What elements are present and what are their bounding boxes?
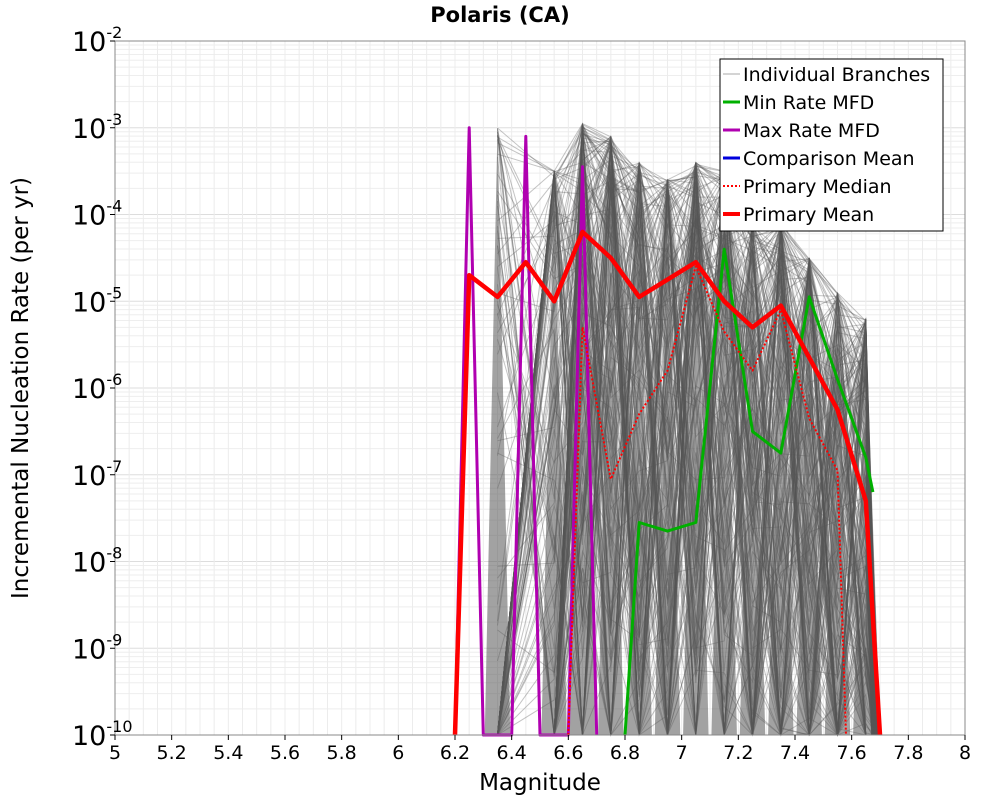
branch-curve (497, 123, 879, 736)
branch-spike (626, 162, 652, 735)
branch-curve (497, 137, 875, 736)
x-tick-label: 6.8 (610, 742, 640, 764)
series-max-rate-mfd (453, 126, 599, 737)
branch-spike (768, 223, 794, 736)
branch-curve (497, 131, 880, 736)
series-min-rate-mfd (623, 247, 875, 736)
x-axis-ticks: 5 5.2 5.4 5.6 5.8 6 6.2 6.4 6.6 6.8 7 7.2 7.4 7.6 7.8 8 (109, 735, 971, 764)
x-tick-label: 5.4 (213, 742, 243, 764)
x-tick-label: 7 (676, 742, 688, 764)
series-lines (452, 126, 883, 737)
x-tick-label: 7.6 (837, 742, 867, 764)
branch-curve (497, 140, 881, 736)
y-axis-ticks: 10-10 10-9 10-8 10-7 10-6 10-5 10-4 10-3 10-2 (72, 23, 133, 752)
y-tick-label: 10-8 (72, 544, 122, 579)
branch-curve (497, 136, 879, 736)
legend-label: Comparison Mean (743, 148, 915, 170)
branch-spike (654, 179, 681, 736)
legend-box (719, 58, 944, 232)
branch-curve (497, 123, 874, 736)
branch-curve (497, 124, 873, 736)
x-tick-label: 6.6 (553, 742, 583, 764)
legend-label: Primary Median (743, 176, 892, 198)
x-axis-label: Magnitude (479, 770, 601, 796)
series-primary-median (567, 265, 847, 736)
branch-curve (497, 169, 880, 736)
y-tick-label: 10-6 (72, 370, 122, 405)
legend: Individual Branches Min Rate MFD Max Rate … (719, 58, 944, 232)
branch-spike (569, 123, 596, 736)
x-tick-label: 5 (109, 742, 121, 764)
branch-curve (497, 161, 878, 736)
branch-curve (497, 128, 878, 736)
y-tick-label: 10-2 (72, 23, 122, 58)
branch-curve (497, 139, 878, 736)
branch-curve (497, 147, 877, 736)
x-tick-label: 5.8 (327, 742, 357, 764)
branch-curve (497, 123, 873, 736)
branch-curve (497, 143, 878, 736)
branch-curve (497, 156, 880, 736)
y-tick-label: 10-10 (72, 717, 133, 752)
branch-spike (683, 162, 709, 735)
y-tick-label: 10-7 (72, 457, 122, 492)
branch-curve (497, 171, 880, 736)
branch-spike (824, 292, 851, 735)
branch-curve (497, 132, 874, 736)
branch-spike (796, 257, 822, 735)
branch-curve (497, 141, 878, 736)
branch-curve (497, 125, 876, 736)
x-tick-label: 7.2 (723, 742, 753, 764)
branch-curve (497, 194, 876, 736)
x-tick-label: 8 (959, 742, 971, 764)
x-tick-label: 6.2 (440, 742, 470, 764)
branch-curve (497, 123, 879, 736)
branch-curve (497, 134, 879, 736)
branch-curve (497, 177, 873, 736)
y-tick-label: 10-5 (72, 283, 122, 318)
chart-title: Polaris (CA) (430, 3, 569, 27)
branch-spike (711, 171, 737, 735)
branch-curve (497, 165, 874, 736)
x-tick-label: 5.6 (270, 742, 300, 764)
y-axis-label: Incremental Nucleation Rate (per yr) (8, 177, 34, 599)
branch-spike (598, 136, 624, 736)
x-tick-label: 6.4 (497, 742, 527, 764)
branch-curve (497, 139, 878, 736)
branch-spike (739, 223, 766, 736)
branch-curve (497, 139, 878, 736)
y-tick-label: 10-3 (72, 110, 122, 145)
y-tick-label: 10-9 (72, 630, 122, 665)
legend-label: Individual Branches (743, 64, 930, 86)
x-tick-label: 7.4 (780, 742, 810, 764)
x-tick-label: 7.8 (893, 742, 923, 764)
branch-spike (541, 171, 567, 735)
x-tick-label: 6 (392, 742, 404, 764)
branch-spike (484, 127, 511, 735)
branch-curve (497, 127, 879, 736)
branch-curve (497, 150, 877, 736)
branch-curve (497, 169, 878, 736)
branch-curve (497, 128, 880, 736)
branch-curve (497, 171, 875, 736)
legend-label: Max Rate MFD (743, 120, 880, 142)
legend-label: Primary Mean (743, 204, 874, 226)
branch-curve (497, 123, 873, 736)
y-tick-label: 10-4 (72, 197, 122, 232)
series-primary-mean (452, 229, 883, 736)
branch-curve (497, 173, 873, 736)
legend-label: Min Rate MFD (743, 92, 874, 114)
branch-curve (497, 129, 877, 736)
branch-curve (497, 129, 875, 736)
x-tick-label: 5.2 (157, 742, 187, 764)
branch-curve (497, 187, 874, 736)
